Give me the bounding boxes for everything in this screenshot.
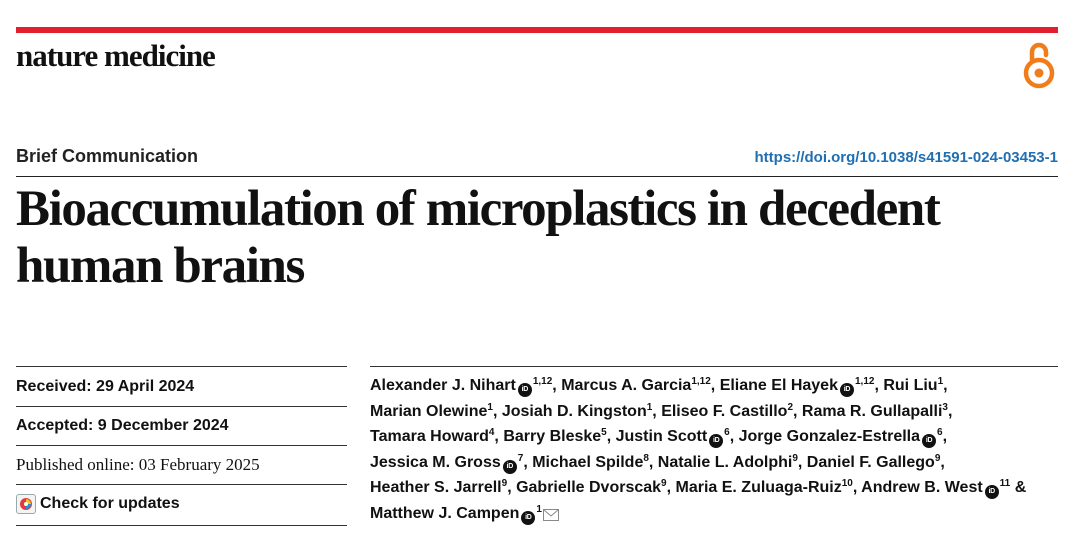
affiliation-number: 9: [792, 452, 798, 464]
affiliation-number: 1,12: [532, 376, 553, 387]
author[interactable]: Josiah D. Kingston1: [501, 401, 653, 420]
author[interactable]: Andrew B. West iD11: [861, 478, 1011, 500]
affiliation-number: 1: [646, 401, 653, 413]
accepted-date: Accepted: 9 December 2024: [16, 417, 229, 434]
affiliation-number: 11: [999, 478, 1011, 490]
author-name: Marcus A. Garcia: [561, 377, 692, 394]
orcid-icon[interactable]: iD: [521, 510, 536, 525]
doi-link[interactable]: https://doi.org/10.1038/s41591-024-03453…: [754, 149, 1059, 166]
author-name: Barry Bleske: [503, 428, 602, 446]
orcid-icon[interactable]: iD: [502, 459, 517, 474]
journal-accent-bar: [16, 27, 1058, 33]
author-name: Tamara Howard: [370, 428, 489, 446]
author[interactable]: Justin Scott iD6: [615, 427, 730, 448]
affiliation-number: 7: [517, 452, 524, 464]
author[interactable]: Matthew J. Campen iD1: [370, 503, 559, 525]
author-name: Jessica M. Gross: [370, 453, 501, 471]
author[interactable]: Jessica M. Gross iD7: [370, 452, 524, 474]
open-access-lock-icon: [1023, 42, 1055, 89]
author-name: Eliane El Hayek: [719, 377, 838, 394]
affiliation-number: 9: [661, 478, 667, 490]
affiliation-number: 1: [536, 503, 542, 515]
received-date: Received: 29 April 2024: [16, 378, 195, 395]
affiliation-number: 1: [487, 401, 493, 413]
author[interactable]: Eliseo F. Castillo2: [661, 401, 794, 420]
orcid-icon[interactable]: iD: [839, 382, 854, 397]
affiliation-number: 5: [601, 427, 607, 439]
orcid-icon[interactable]: iD: [517, 382, 532, 397]
author[interactable]: Tamara Howard4: [370, 427, 495, 446]
author[interactable]: Marcus A. Garcia1,12: [561, 376, 711, 395]
orcid-icon[interactable]: iD: [709, 433, 724, 448]
author[interactable]: Alexander J. Nihart iD1,12: [370, 376, 553, 397]
check-updates-icon: [16, 494, 36, 514]
orcid-icon[interactable]: iD: [984, 485, 999, 500]
author[interactable]: Rui Liu1: [883, 376, 944, 395]
author-name: Natalie L. Adolphi: [657, 453, 793, 471]
author[interactable]: Daniel F. Gallego9: [806, 452, 941, 471]
author[interactable]: Natalie L. Adolphi9: [657, 452, 798, 471]
affiliation-number: 1,12: [691, 376, 711, 387]
affiliation-number: 9: [934, 452, 941, 464]
author-name: Heather S. Jarrell: [370, 479, 502, 497]
author[interactable]: Rama R. Gullapalli3: [801, 401, 948, 420]
author-name: Marian Olewine: [370, 402, 488, 420]
header-divider: [16, 176, 1058, 177]
dates-divider: [16, 366, 347, 367]
check-for-updates-label: Check for updates: [40, 495, 180, 512]
dates-divider: [16, 406, 347, 407]
affiliation-number: 4: [488, 427, 495, 439]
affiliation-number: 6: [724, 427, 730, 439]
author[interactable]: Heather S. Jarrell9: [370, 478, 508, 497]
author[interactable]: Marian Olewine1: [370, 401, 493, 420]
author[interactable]: Michael Spilde8: [532, 452, 649, 471]
author[interactable]: Eliane El Hayek iD1,12: [719, 376, 875, 397]
dates-divider: [16, 525, 347, 526]
author-name: Michael Spilde: [532, 453, 644, 471]
dates-divider: [16, 445, 347, 446]
author[interactable]: Barry Bleske5: [503, 427, 607, 446]
orcid-icon[interactable]: iD: [922, 433, 937, 448]
published-date: Published online: 03 February 2025: [16, 455, 260, 474]
author-name: Justin Scott: [615, 428, 708, 446]
author[interactable]: Jorge Gonzalez-Estrella iD6: [738, 427, 943, 448]
author-name: Rama R. Gullapalli: [801, 402, 943, 420]
author-list: Alexander J. Nihart iD1,12, Marcus A. Gar…: [370, 373, 1058, 527]
envelope-icon[interactable]: [542, 508, 559, 521]
author-name: Maria E. Zuluaga-Ruiz: [675, 479, 842, 497]
author-name: Eliseo F. Castillo: [661, 402, 788, 420]
affiliation-number: 2: [787, 401, 794, 413]
affiliation-number: 1: [937, 376, 944, 387]
article-type: Brief Communication: [16, 146, 199, 166]
author-name: Jorge Gonzalez-Estrella: [738, 428, 921, 446]
affiliation-number: 10: [841, 478, 853, 490]
affiliation-number: 6: [937, 427, 943, 439]
author-name: Matthew J. Campen: [370, 504, 520, 522]
author-name: Rui Liu: [883, 377, 938, 394]
author-name: Daniel F. Gallego: [806, 453, 935, 471]
author-name: Andrew B. West: [861, 479, 983, 497]
authors-divider: [370, 366, 1058, 367]
affiliation-number: 3: [942, 401, 948, 413]
affiliation-number: 8: [643, 452, 649, 464]
author-name: Gabrielle Dvorscak: [516, 479, 662, 497]
check-for-updates-button[interactable]: Check for updates: [16, 494, 180, 514]
author[interactable]: Gabrielle Dvorscak9: [516, 478, 667, 497]
journal-name[interactable]: nature medicine: [16, 38, 216, 73]
affiliation-number: 1,12: [854, 376, 875, 387]
author[interactable]: Maria E. Zuluaga-Ruiz10: [675, 478, 853, 497]
affiliation-number: 9: [501, 478, 508, 490]
author-name: Josiah D. Kingston: [501, 402, 647, 420]
dates-divider: [16, 484, 347, 485]
article-title: Bioaccumulation of microplastics in dece…: [16, 181, 941, 294]
author-name: Alexander J. Nihart: [370, 377, 516, 394]
